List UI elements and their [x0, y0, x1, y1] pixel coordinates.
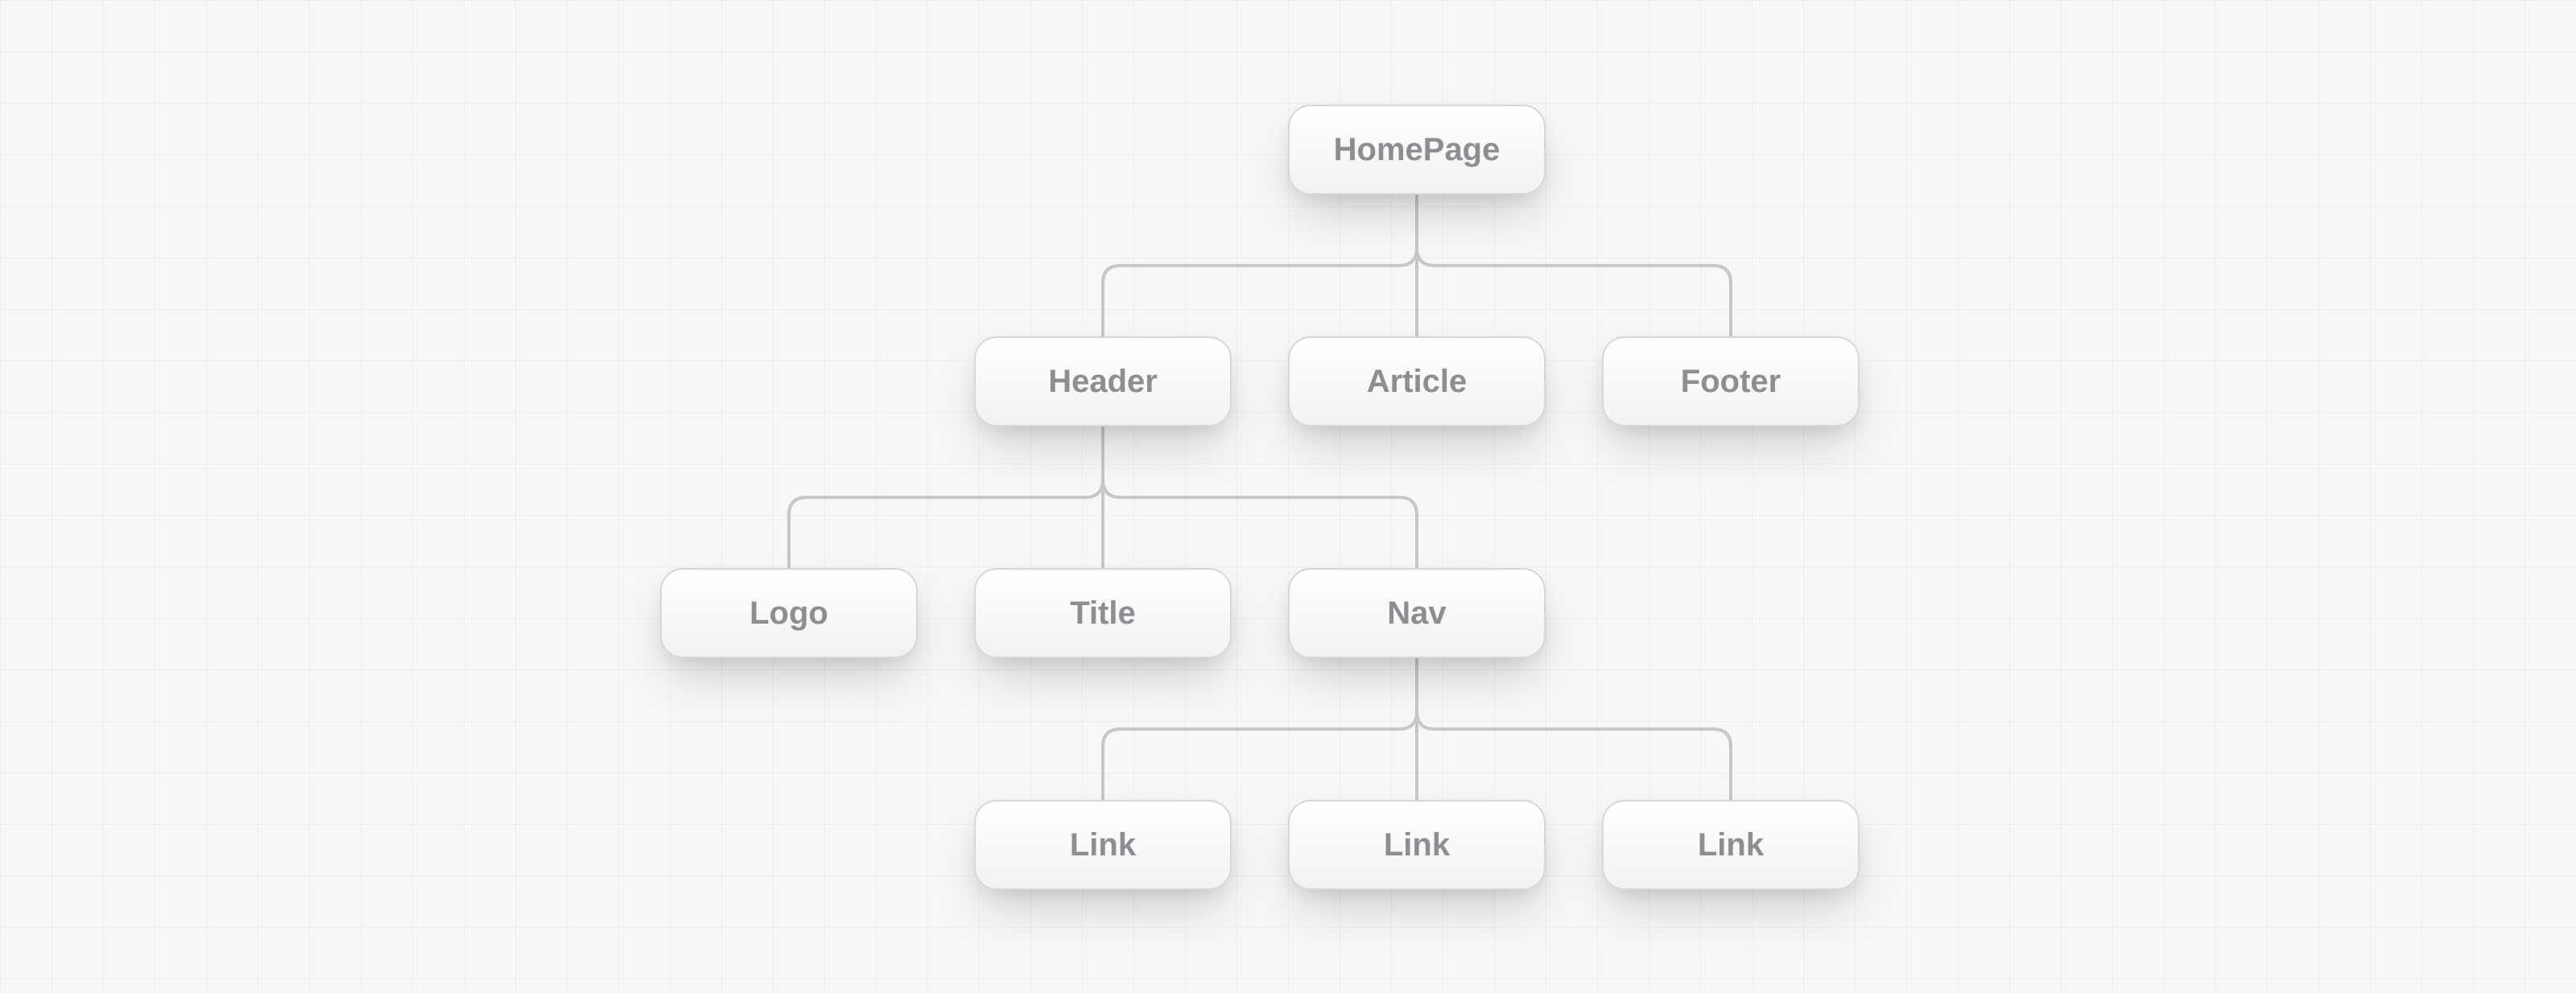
tree-node-label: Link: [1384, 827, 1450, 863]
tree-node-title: Title: [974, 568, 1232, 658]
tree-node-link3: Link: [1602, 800, 1860, 890]
tree-node-nav: Nav: [1288, 568, 1546, 658]
tree-node-link2: Link: [1288, 800, 1546, 890]
edge-header-to-nav: [1103, 426, 1417, 568]
edge-nav-to-link1: [1103, 658, 1417, 800]
tree-node-label: HomePage: [1334, 132, 1501, 168]
edge-homepage-to-header: [1103, 195, 1417, 336]
tree-node-label: Link: [1698, 827, 1764, 863]
tree-node-label: Link: [1070, 827, 1136, 863]
edge-header-to-logo: [789, 426, 1103, 568]
edge-homepage-to-footer: [1417, 195, 1731, 336]
tree-node-link1: Link: [974, 800, 1232, 890]
tree-diagram: HomePage Header Article Footer Logo Title Nav L…: [0, 0, 2576, 993]
tree-node-label: Footer: [1681, 364, 1781, 400]
tree-node-label: Header: [1048, 364, 1158, 400]
tree-node-homepage: HomePage: [1288, 105, 1546, 195]
tree-node-footer: Footer: [1602, 336, 1860, 426]
tree-node-label: Logo: [749, 595, 828, 632]
tree-node-label: Article: [1367, 364, 1468, 400]
tree-node-header: Header: [974, 336, 1232, 426]
edge-nav-to-link3: [1417, 658, 1731, 800]
tree-node-label: Nav: [1387, 595, 1446, 632]
tree-node-article: Article: [1288, 336, 1546, 426]
tree-node-label: Title: [1070, 595, 1136, 632]
tree-node-logo: Logo: [660, 568, 918, 658]
